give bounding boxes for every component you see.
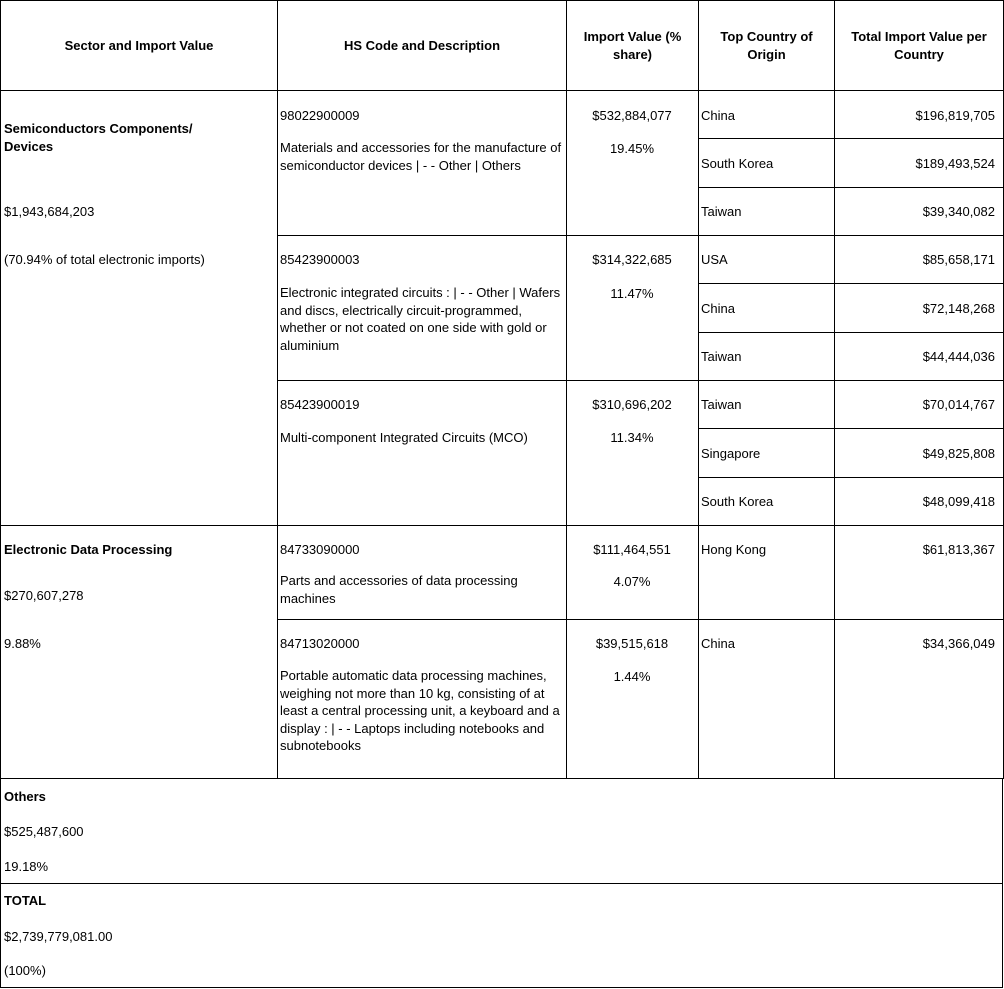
hs-code: 84733090000 (280, 542, 360, 557)
country-value: $48,099,418 (922, 494, 995, 509)
country-value: $39,340,082 (922, 204, 995, 219)
sector-title: Semiconductors Components/ Devices (4, 121, 193, 154)
import-value: $310,696,202 (592, 397, 672, 412)
hs-description: Portable automatic data processing machi… (280, 668, 560, 753)
sector-title: Electronic Data Processing (4, 542, 173, 557)
header-hs-code: HS Code and Description (277, 0, 567, 91)
sector-share: (70.94% of total electronic imports) (4, 252, 205, 267)
country-name: South Korea (701, 494, 774, 509)
import-value: $532,884,077 (592, 108, 672, 123)
country-name: Taiwan (701, 397, 742, 412)
import-value: $314,322,685 (592, 252, 672, 267)
item-cell (834, 525, 1004, 620)
row-divider (698, 477, 1003, 478)
country-value: $85,658,171 (922, 252, 995, 267)
hs-description: Multi-component Integrated Circuits (MCO… (280, 430, 528, 445)
total-share: (100%) (4, 963, 46, 978)
total-row (0, 883, 1003, 988)
sector-value: $270,607,278 (4, 588, 84, 603)
header-country-value: Total Import Value per Country (834, 0, 1004, 91)
country-name: Taiwan (701, 349, 742, 364)
import-share: 11.47% (610, 286, 654, 301)
country-name: China (701, 636, 735, 651)
country-name: Singapore (701, 446, 761, 461)
country-value: $34,366,049 (922, 636, 995, 651)
sector-share: 9.88% (4, 636, 41, 651)
country-name: Taiwan (701, 204, 742, 219)
country-value: $61,813,367 (922, 542, 995, 557)
header-sector: Sector and Import Value (0, 0, 278, 91)
row-divider (698, 187, 1003, 188)
import-share: 4.07% (613, 574, 651, 589)
country-value: $196,819,705 (915, 108, 995, 123)
hs-code: 85423900019 (280, 397, 360, 412)
hs-code: 85423900003 (280, 252, 360, 267)
item-cell (698, 525, 835, 620)
country-value: $49,825,808 (922, 446, 995, 461)
country-value: $189,493,524 (915, 156, 995, 171)
others-row (0, 778, 1003, 884)
others-title: Others (4, 789, 46, 804)
country-value: $70,014,767 (922, 397, 995, 412)
country-name: China (701, 301, 735, 316)
import-value: $39,515,618 (595, 636, 669, 651)
sector-value: $1,943,684,203 (4, 204, 95, 219)
country-name: China (701, 108, 735, 123)
total-title: TOTAL (4, 893, 47, 908)
hs-code: 98022900009 (280, 108, 360, 123)
others-share: 19.18% (4, 859, 49, 874)
hs-code: 84713020000 (280, 636, 360, 651)
import-value: $111,464,551 (593, 542, 671, 557)
country-value: $44,444,036 (922, 349, 995, 364)
row-divider (698, 332, 1003, 333)
row-divider (698, 428, 1003, 429)
total-value: $2,739,779,081.00 (4, 929, 113, 944)
hs-description: Materials and accessories for the manufa… (280, 140, 562, 173)
sector-cell (0, 525, 278, 779)
row-divider (698, 138, 1003, 139)
header-top-country: Top Country of Origin (698, 0, 835, 91)
country-name: Hong Kong (701, 542, 767, 557)
hs-description: Parts and accessories of data processing… (280, 573, 518, 606)
import-share: 1.44% (613, 669, 651, 684)
others-value: $525,487,600 (4, 824, 84, 839)
country-value: $72,148,268 (922, 301, 995, 316)
header-import-value: Import Value (% share) (566, 0, 699, 91)
row-divider (698, 283, 1003, 284)
country-name: South Korea (701, 156, 774, 171)
hs-description: Electronic integrated circuits : | - - O… (280, 285, 561, 353)
import-share: 11.34% (610, 430, 654, 445)
country-name: USA (701, 252, 728, 267)
import-share: 19.45% (609, 141, 655, 156)
